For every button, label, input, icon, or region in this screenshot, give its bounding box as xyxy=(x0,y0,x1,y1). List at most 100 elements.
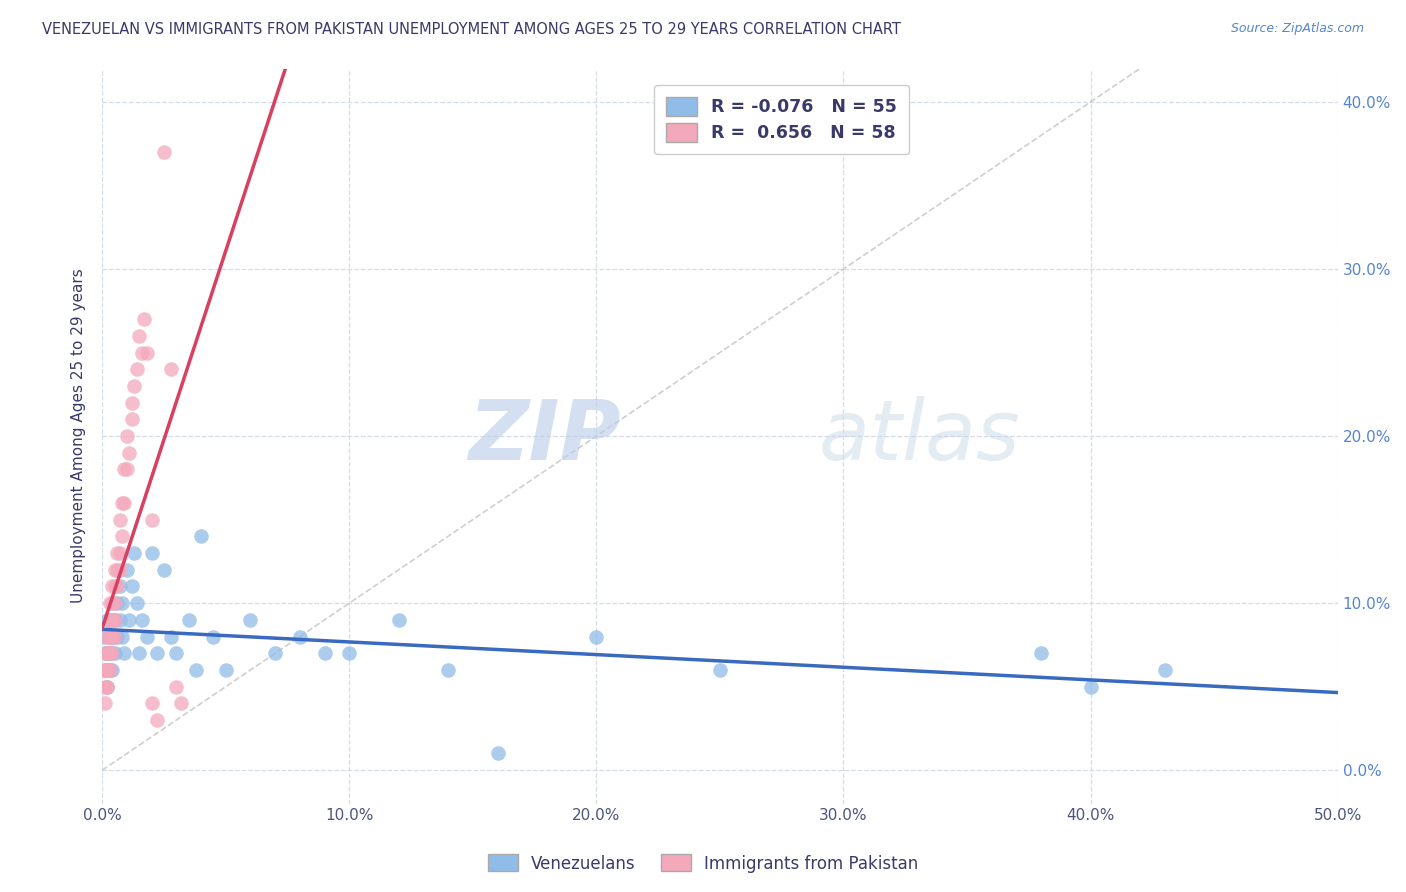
Text: VENEZUELAN VS IMMIGRANTS FROM PAKISTAN UNEMPLOYMENT AMONG AGES 25 TO 29 YEARS CO: VENEZUELAN VS IMMIGRANTS FROM PAKISTAN U… xyxy=(42,22,901,37)
Point xyxy=(96,680,118,694)
Point xyxy=(96,680,118,694)
Point xyxy=(103,646,125,660)
Point xyxy=(145,713,167,727)
Y-axis label: Unemployment Among Ages 25 to 29 years: Unemployment Among Ages 25 to 29 years xyxy=(72,268,86,604)
Point xyxy=(314,646,336,660)
Point xyxy=(101,579,124,593)
Point xyxy=(131,345,153,359)
Point xyxy=(124,379,146,393)
Point xyxy=(437,663,460,677)
Point xyxy=(141,697,163,711)
Point xyxy=(121,412,143,426)
Point xyxy=(93,663,115,677)
Point xyxy=(96,630,118,644)
Point xyxy=(101,613,124,627)
Point xyxy=(170,697,193,711)
Point xyxy=(135,630,157,644)
Point xyxy=(105,563,128,577)
Point xyxy=(153,145,176,159)
Point xyxy=(124,546,146,560)
Point xyxy=(103,613,125,627)
Point xyxy=(96,663,118,677)
Point xyxy=(101,596,124,610)
Point xyxy=(165,646,187,660)
Point xyxy=(96,663,118,677)
Point xyxy=(141,513,163,527)
Point xyxy=(153,563,176,577)
Point xyxy=(141,546,163,560)
Point xyxy=(96,646,118,660)
Point xyxy=(184,663,207,677)
Point xyxy=(93,680,115,694)
Point xyxy=(486,747,509,761)
Point xyxy=(105,579,128,593)
Point xyxy=(96,663,118,677)
Point xyxy=(111,529,134,543)
Point xyxy=(121,579,143,593)
Point xyxy=(98,630,121,644)
Point xyxy=(121,395,143,409)
Point xyxy=(105,546,128,560)
Point xyxy=(101,630,124,644)
Point xyxy=(93,697,115,711)
Point xyxy=(125,596,148,610)
Point xyxy=(1080,680,1102,694)
Point xyxy=(114,496,136,510)
Point xyxy=(103,563,125,577)
Point xyxy=(98,646,121,660)
Point xyxy=(111,496,134,510)
Point xyxy=(115,462,138,476)
Point xyxy=(96,646,118,660)
Point xyxy=(134,312,156,326)
Point xyxy=(111,630,134,644)
Legend: Venezuelans, Immigrants from Pakistan: Venezuelans, Immigrants from Pakistan xyxy=(481,847,925,880)
Point xyxy=(93,630,115,644)
Point xyxy=(98,630,121,644)
Point xyxy=(388,613,411,627)
Point xyxy=(103,613,125,627)
Point xyxy=(105,630,128,644)
Point xyxy=(215,663,238,677)
Point xyxy=(108,546,131,560)
Point xyxy=(98,663,121,677)
Point xyxy=(103,596,125,610)
Point xyxy=(1029,646,1052,660)
Point xyxy=(105,596,128,610)
Point xyxy=(145,646,167,660)
Point xyxy=(585,630,607,644)
Point xyxy=(118,613,141,627)
Point xyxy=(131,613,153,627)
Point xyxy=(114,462,136,476)
Point xyxy=(93,646,115,660)
Point xyxy=(264,646,287,660)
Point xyxy=(118,446,141,460)
Point xyxy=(98,613,121,627)
Point xyxy=(98,646,121,660)
Point xyxy=(96,646,118,660)
Point xyxy=(160,362,183,376)
Point xyxy=(1153,663,1175,677)
Point xyxy=(115,429,138,443)
Point xyxy=(98,613,121,627)
Point xyxy=(128,646,150,660)
Point xyxy=(101,663,124,677)
Point xyxy=(288,630,311,644)
Point xyxy=(202,630,225,644)
Point xyxy=(103,630,125,644)
Point xyxy=(101,613,124,627)
Point xyxy=(177,613,200,627)
Point xyxy=(108,613,131,627)
Point xyxy=(108,579,131,593)
Text: ZIP: ZIP xyxy=(468,395,621,476)
Point xyxy=(165,680,187,694)
Point xyxy=(114,646,136,660)
Point xyxy=(103,630,125,644)
Point xyxy=(190,529,212,543)
Point xyxy=(93,663,115,677)
Point xyxy=(337,646,360,660)
Text: Source: ZipAtlas.com: Source: ZipAtlas.com xyxy=(1230,22,1364,36)
Point xyxy=(128,328,150,343)
Point xyxy=(96,613,118,627)
Point xyxy=(98,596,121,610)
Point xyxy=(101,646,124,660)
